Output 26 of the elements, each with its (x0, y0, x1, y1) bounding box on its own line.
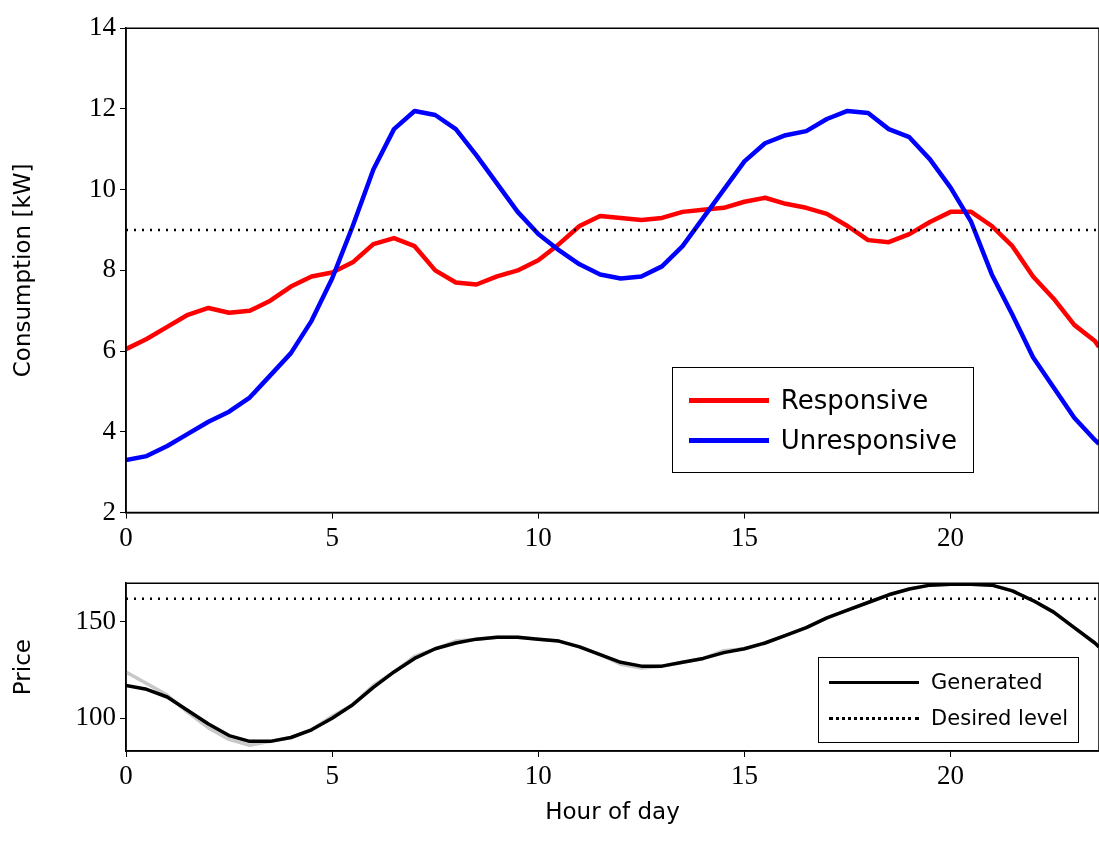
x-tick-label: 15 (730, 760, 758, 791)
legend-label: Desired level (931, 705, 1068, 732)
y-tick-label: 100 (75, 701, 116, 732)
legend-label: Generated (931, 669, 1043, 696)
y-tick-label: 6 (102, 334, 116, 365)
legend-label: Responsive (780, 384, 929, 417)
y-tick-label: 8 (102, 253, 116, 284)
x-tick-label: 20 (937, 521, 965, 552)
y-tick-label: 12 (89, 92, 116, 123)
x-tick-label: 5 (325, 760, 339, 791)
x-tick-label: 5 (325, 521, 339, 552)
y-axis-title: Consumption [kW] (8, 163, 35, 378)
y-tick-label: 14 (89, 11, 117, 42)
y-tick-label: 10 (89, 172, 116, 203)
x-axis-title: Hour of day (545, 798, 680, 825)
x-tick-label: 0 (119, 521, 133, 552)
y-tick-label: 150 (75, 604, 116, 635)
y-tick-label: 4 (102, 414, 117, 445)
legend-label: Unresponsive (780, 424, 957, 457)
x-tick-label: 0 (119, 760, 133, 791)
x-tick-label: 10 (524, 521, 552, 552)
x-tick-label: 15 (730, 521, 758, 552)
y-axis-title: Price (8, 639, 35, 696)
y-tick-label: 2 (102, 495, 116, 526)
x-tick-label: 20 (937, 760, 965, 791)
x-tick-label: 10 (524, 760, 552, 791)
